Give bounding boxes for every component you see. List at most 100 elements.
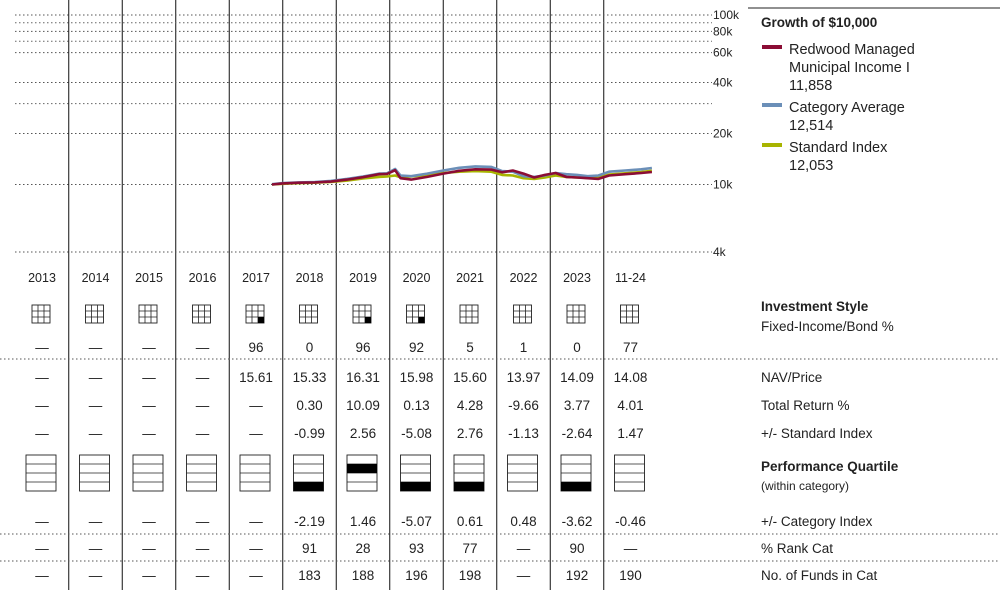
style-box — [353, 305, 371, 323]
legend-series-name: Category Average — [789, 100, 905, 116]
table-cell: 77 — [462, 541, 477, 556]
year-label: 2019 — [349, 271, 377, 285]
style-box — [32, 305, 50, 323]
table-cell: -1.13 — [508, 426, 539, 441]
year-label: 2021 — [456, 271, 484, 285]
year-label: 2014 — [82, 271, 110, 285]
table-cell: 4.01 — [617, 398, 643, 413]
y-tick-label: 40k — [713, 75, 733, 89]
performance-quartile-sublabel: (within category) — [761, 479, 849, 493]
table-cell: — — [517, 541, 531, 556]
quartile-box — [294, 455, 324, 491]
chart-series — [272, 166, 652, 184]
fixed-income-pct: 1 — [520, 340, 528, 355]
legend-series-name: Standard Index — [789, 140, 888, 156]
style-box — [139, 305, 157, 323]
table-cell: 91 — [302, 541, 317, 556]
fixed-income-pct: 92 — [409, 340, 424, 355]
table-cell: — — [196, 426, 210, 441]
table-cell: — — [196, 398, 210, 413]
table-cell: -2.64 — [562, 426, 593, 441]
y-axis-ticks: 100k80k60k40k20k10k4k — [713, 8, 740, 259]
table-cell: — — [196, 514, 210, 529]
table-cell: 198 — [459, 568, 482, 583]
chart-title: Growth of $10,000 — [761, 15, 877, 30]
style-box — [193, 305, 211, 323]
fixed-income-pct: — — [142, 340, 156, 355]
table-cell: 14.08 — [614, 370, 648, 385]
performance-quartile-label: Performance Quartile — [761, 459, 899, 474]
legend-series-name: Municipal Income I — [789, 60, 910, 76]
legend-swatch — [762, 143, 782, 147]
table-cell: — — [35, 370, 49, 385]
fixed-income-pct: 77 — [623, 340, 638, 355]
table-cell: -3.62 — [562, 514, 593, 529]
table-cell: — — [89, 541, 103, 556]
year-label: 2015 — [135, 271, 163, 285]
table-cell: — — [89, 398, 103, 413]
table-cell: 16.31 — [346, 370, 380, 385]
table-cell: — — [142, 568, 156, 583]
table-cell: — — [89, 514, 103, 529]
table-cell: -5.08 — [401, 426, 432, 441]
table-cell: 0.30 — [296, 398, 322, 413]
table-cell: 93 — [409, 541, 424, 556]
table-cell: 15.33 — [293, 370, 327, 385]
quartile-box — [26, 455, 56, 491]
y-tick-label: 4k — [713, 245, 727, 259]
table-cell: 90 — [569, 541, 584, 556]
table-cell: — — [249, 398, 263, 413]
table-cell: 0.48 — [510, 514, 536, 529]
quartile-box — [347, 455, 377, 491]
legend-series-value: 11,858 — [789, 78, 832, 94]
style-box — [407, 305, 425, 323]
legend: Growth of $10,000 Redwood Managed Municip… — [748, 8, 1000, 174]
table-cell: — — [196, 541, 210, 556]
table-cell: — — [142, 514, 156, 529]
performance-quartile-row — [26, 455, 645, 491]
year-label: 2016 — [189, 271, 217, 285]
table-cell: — — [35, 426, 49, 441]
investment-style-sublabel: Fixed-Income/Bond % — [761, 319, 894, 334]
y-tick-label: 10k — [713, 178, 733, 192]
table-cell: — — [196, 568, 210, 583]
table-cell: — — [142, 426, 156, 441]
table-cell: — — [196, 370, 210, 385]
row-label: +/- Standard Index — [761, 426, 873, 441]
legend-series-name: Redwood Managed — [789, 42, 915, 58]
year-label: 2018 — [296, 271, 324, 285]
quartile-box — [80, 455, 110, 491]
legend-items: Redwood Managed Municipal Income I 11,858 C… — [762, 42, 915, 174]
fixed-income-pct: — — [89, 340, 103, 355]
row-label: % Rank Cat — [761, 541, 833, 556]
style-box — [246, 305, 264, 323]
year-label: 2013 — [28, 271, 56, 285]
table-cell: -0.46 — [615, 514, 646, 529]
table-cell: 192 — [566, 568, 589, 583]
year-header: 2013 2014 2015 2016 2017 2018 2019 2020 2021 2022… — [28, 271, 646, 285]
table-cell: 10.09 — [346, 398, 380, 413]
y-tick-label: 80k — [713, 24, 733, 38]
table-cell: — — [142, 398, 156, 413]
legend-series-value: 12,514 — [789, 118, 833, 134]
fixed-income-pct: 5 — [466, 340, 474, 355]
quartile-box — [240, 455, 270, 491]
table-cell: 0.13 — [403, 398, 429, 413]
table-cell: — — [142, 370, 156, 385]
table-cell: 2.56 — [350, 426, 376, 441]
quartile-box — [508, 455, 538, 491]
table-cell: -9.66 — [508, 398, 539, 413]
style-box — [514, 305, 532, 323]
table-cell: 0.61 — [457, 514, 483, 529]
table-cell: 1.46 — [350, 514, 376, 529]
table-cell: — — [249, 514, 263, 529]
table-cell: — — [35, 568, 49, 583]
table-cell: — — [89, 370, 103, 385]
quartile-box — [561, 455, 591, 491]
legend-swatch — [762, 103, 782, 107]
table-cell: 15.98 — [400, 370, 434, 385]
year-label: 11-24 — [615, 271, 646, 285]
table-cell: 183 — [298, 568, 321, 583]
table-cell: 4.28 — [457, 398, 483, 413]
